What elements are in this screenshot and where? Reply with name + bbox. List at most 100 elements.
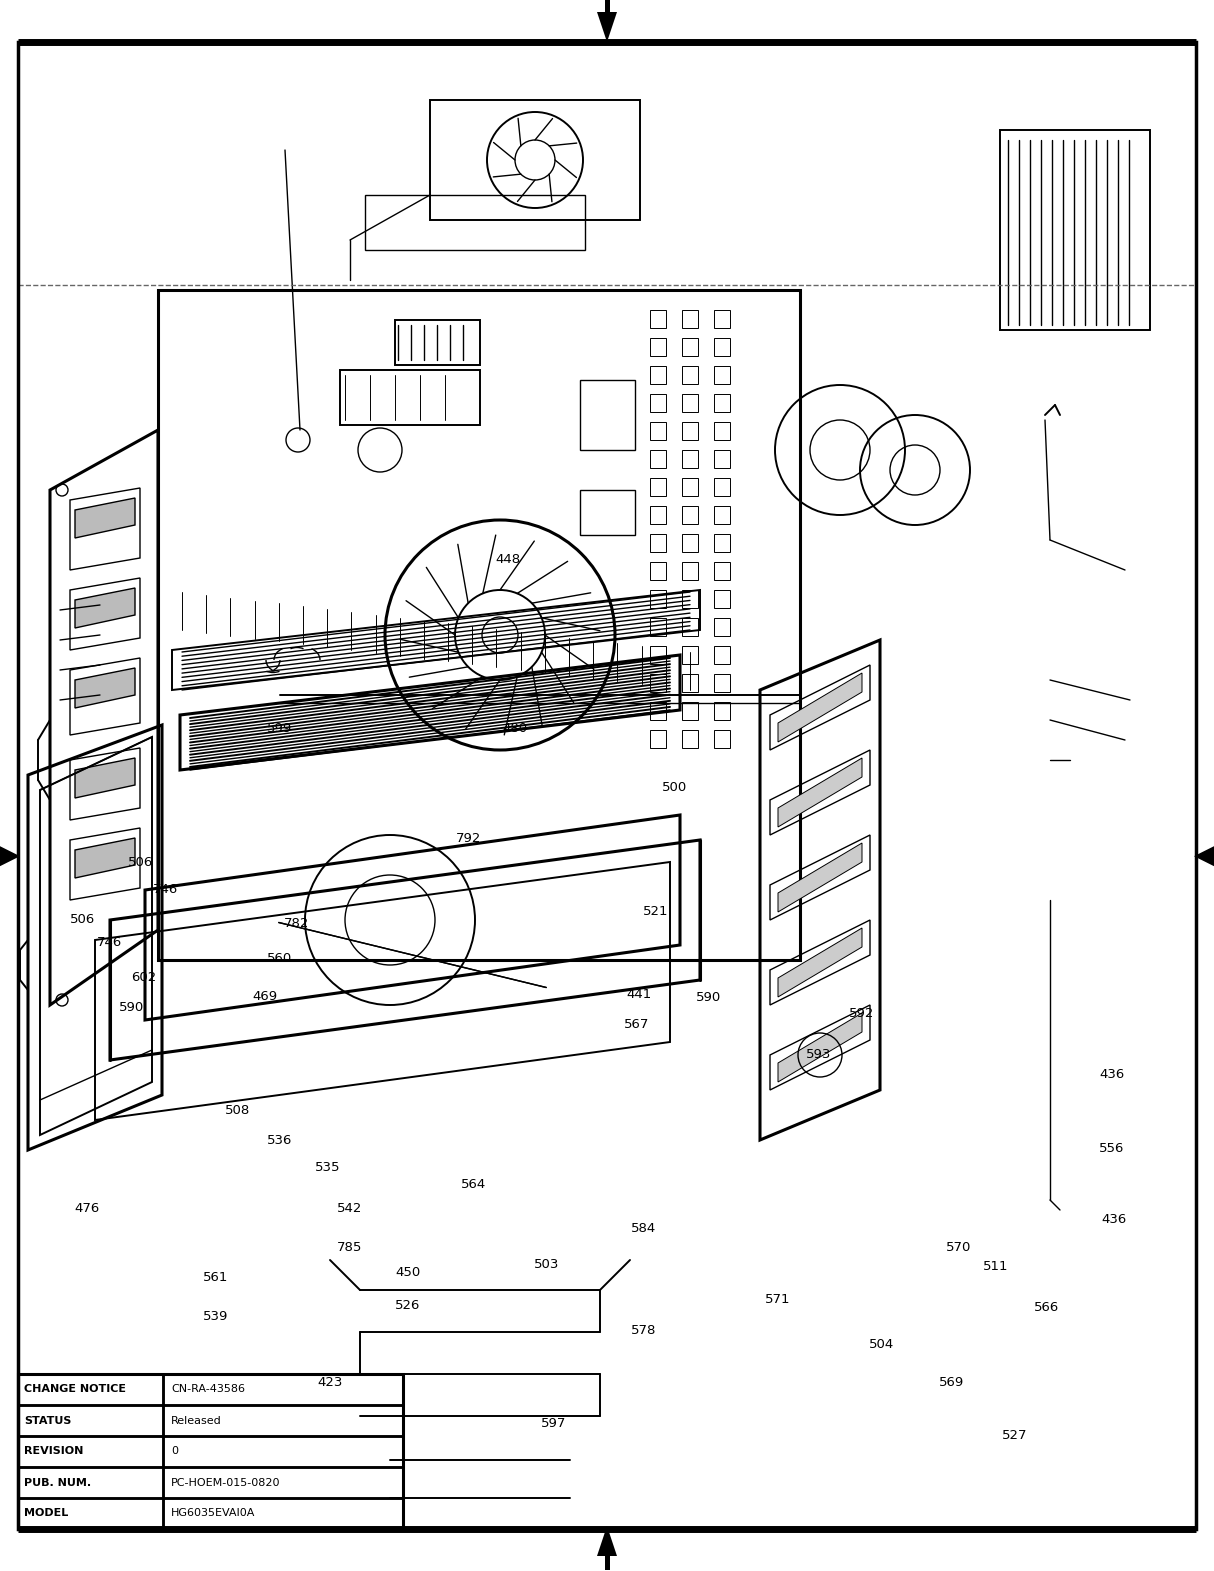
Bar bbox=[163, 1499, 403, 1529]
Bar bbox=[365, 195, 585, 250]
Polygon shape bbox=[75, 837, 135, 878]
Bar bbox=[682, 702, 698, 720]
Bar bbox=[714, 309, 730, 328]
Polygon shape bbox=[75, 668, 135, 709]
Text: 584: 584 bbox=[631, 1222, 656, 1235]
Bar bbox=[649, 506, 666, 525]
Polygon shape bbox=[0, 847, 19, 866]
Bar bbox=[714, 394, 730, 412]
Polygon shape bbox=[778, 844, 862, 913]
Bar bbox=[714, 506, 730, 525]
Text: CHANGE NOTICE: CHANGE NOTICE bbox=[24, 1384, 126, 1395]
Text: 746: 746 bbox=[153, 883, 177, 895]
Bar bbox=[649, 562, 666, 580]
Bar bbox=[340, 371, 480, 426]
Text: 506: 506 bbox=[129, 856, 153, 869]
Text: 785: 785 bbox=[337, 1241, 362, 1254]
Text: 542: 542 bbox=[337, 1202, 362, 1214]
Bar bbox=[682, 309, 698, 328]
Text: 503: 503 bbox=[534, 1258, 558, 1271]
Bar bbox=[649, 309, 666, 328]
Bar bbox=[649, 617, 666, 636]
Bar bbox=[163, 1404, 403, 1436]
Bar bbox=[18, 1467, 163, 1499]
Bar bbox=[682, 338, 698, 357]
Bar bbox=[18, 1375, 163, 1404]
Bar bbox=[18, 1499, 163, 1529]
Text: 508: 508 bbox=[226, 1104, 250, 1117]
Bar bbox=[649, 478, 666, 496]
Text: 592: 592 bbox=[850, 1007, 874, 1020]
Bar bbox=[163, 1375, 403, 1404]
Bar bbox=[649, 591, 666, 608]
Polygon shape bbox=[597, 1525, 617, 1555]
Text: 436: 436 bbox=[1102, 1213, 1127, 1225]
Text: 590: 590 bbox=[697, 991, 721, 1004]
Bar bbox=[395, 320, 480, 364]
Text: 569: 569 bbox=[940, 1376, 964, 1389]
Text: PC-HOEM-015-0820: PC-HOEM-015-0820 bbox=[171, 1477, 280, 1488]
Bar bbox=[649, 449, 666, 468]
Text: PUB. NUM.: PUB. NUM. bbox=[24, 1477, 91, 1488]
Bar bbox=[605, 0, 609, 13]
Text: Released: Released bbox=[171, 1415, 222, 1425]
Bar bbox=[682, 731, 698, 748]
Bar bbox=[682, 366, 698, 383]
Bar bbox=[714, 562, 730, 580]
Bar bbox=[649, 702, 666, 720]
Text: MODEL: MODEL bbox=[24, 1508, 68, 1519]
Polygon shape bbox=[778, 1013, 862, 1082]
Bar bbox=[714, 534, 730, 551]
Text: STATUS: STATUS bbox=[24, 1415, 72, 1425]
Bar bbox=[649, 534, 666, 551]
Text: 450: 450 bbox=[396, 1266, 420, 1279]
Bar bbox=[682, 617, 698, 636]
Bar bbox=[649, 394, 666, 412]
Bar bbox=[714, 423, 730, 440]
Bar bbox=[714, 449, 730, 468]
Text: 597: 597 bbox=[541, 1417, 566, 1430]
Text: HG6035EVAI0A: HG6035EVAI0A bbox=[171, 1508, 255, 1519]
Bar bbox=[682, 394, 698, 412]
Bar bbox=[1000, 130, 1150, 330]
Text: 782: 782 bbox=[284, 917, 308, 930]
Bar bbox=[714, 731, 730, 748]
Bar bbox=[580, 380, 635, 449]
Text: 526: 526 bbox=[396, 1299, 420, 1312]
Bar bbox=[714, 478, 730, 496]
Bar bbox=[714, 617, 730, 636]
Bar bbox=[649, 338, 666, 357]
Polygon shape bbox=[75, 757, 135, 798]
Bar bbox=[682, 646, 698, 665]
Bar bbox=[714, 591, 730, 608]
Text: 500: 500 bbox=[663, 781, 687, 793]
Text: 469: 469 bbox=[253, 990, 277, 1002]
Bar bbox=[714, 646, 730, 665]
Text: 599: 599 bbox=[267, 723, 291, 735]
Bar bbox=[682, 506, 698, 525]
Text: 556: 556 bbox=[1100, 1142, 1124, 1155]
Polygon shape bbox=[778, 928, 862, 998]
Text: 536: 536 bbox=[267, 1134, 291, 1147]
Bar bbox=[18, 1436, 163, 1467]
Text: 448: 448 bbox=[495, 553, 520, 566]
Text: REVISION: REVISION bbox=[24, 1447, 84, 1456]
Text: 511: 511 bbox=[982, 1260, 1009, 1273]
Bar bbox=[682, 423, 698, 440]
Bar bbox=[649, 674, 666, 691]
Text: 436: 436 bbox=[1100, 1068, 1124, 1081]
Text: 476: 476 bbox=[75, 1202, 100, 1214]
Text: 441: 441 bbox=[626, 988, 651, 1001]
Bar bbox=[682, 562, 698, 580]
Bar bbox=[682, 674, 698, 691]
Polygon shape bbox=[75, 588, 135, 628]
Bar bbox=[605, 1555, 609, 1569]
Text: 571: 571 bbox=[765, 1293, 792, 1306]
Text: 593: 593 bbox=[806, 1048, 830, 1060]
Bar bbox=[714, 674, 730, 691]
Text: 602: 602 bbox=[131, 971, 155, 983]
Bar bbox=[18, 1404, 163, 1436]
Bar bbox=[18, 1375, 403, 1529]
Text: 746: 746 bbox=[97, 936, 121, 949]
Bar bbox=[163, 1467, 403, 1499]
